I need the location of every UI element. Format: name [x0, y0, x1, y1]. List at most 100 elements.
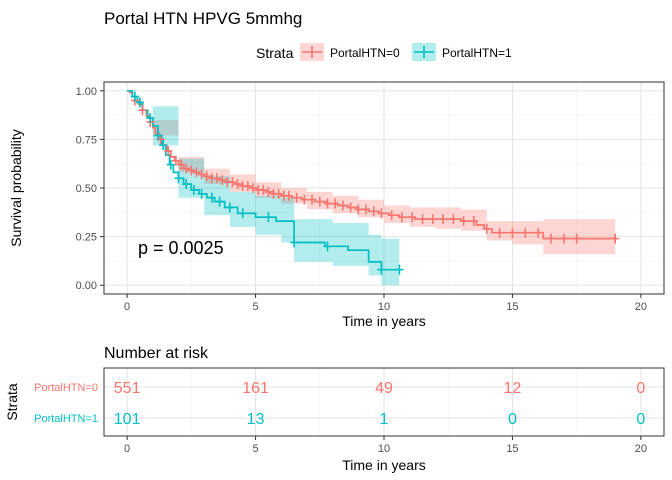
legend-item-label: PortalHTN=1: [442, 46, 512, 60]
censor-mark: [369, 206, 378, 217]
risk-count-cell: 0: [636, 380, 645, 397]
censor-mark: [439, 214, 448, 225]
censor-mark: [243, 181, 252, 192]
censor-mark: [177, 159, 186, 170]
x-tick-label: 15: [506, 301, 518, 313]
censor-mark: [469, 216, 478, 227]
censor-mark: [259, 184, 268, 195]
censor-mark: [387, 210, 396, 221]
censor-mark: [323, 241, 332, 252]
p-value-annotation: p = 0.0025: [138, 238, 224, 258]
censor-mark: [611, 233, 620, 244]
x-tick-label: 10: [378, 301, 390, 313]
risk-count-cell: 12: [504, 380, 522, 397]
censor-mark: [138, 105, 147, 116]
censor-mark: [248, 183, 257, 193]
censor-mark: [166, 159, 175, 170]
censor-mark: [449, 214, 458, 225]
censor-mark: [377, 208, 386, 219]
censor-mark: [284, 190, 293, 201]
censor-mark: [197, 169, 206, 180]
risk-count-cell: 551: [114, 380, 141, 397]
censor-mark: [408, 212, 417, 223]
censor-mark: [482, 223, 491, 234]
censor-mark: [159, 140, 168, 151]
risk-x-tick-label: 5: [252, 443, 258, 455]
x-tick-label: 0: [124, 301, 130, 313]
censor-mark: [308, 194, 317, 205]
censor-mark: [362, 204, 371, 215]
censor-mark: [459, 216, 468, 227]
x-axis-label: Time in years: [342, 313, 426, 329]
censor-mark: [428, 214, 437, 225]
confidence-band-PortalHTN=1: [127, 90, 400, 286]
censor-mark: [346, 202, 355, 213]
risk-x-tick-label: 10: [378, 443, 390, 455]
legend-title: Strata: [256, 45, 294, 61]
censor-mark: [187, 165, 196, 176]
censor-mark: [189, 184, 198, 195]
censor-mark: [225, 202, 234, 213]
survival-plot-panel: 0.00 0.25 0.50 0.75 1.00 0 5 10 15 20 Time in year…: [8, 81, 665, 329]
y-tick-label: 0.25: [76, 232, 97, 244]
x-tick-label: 5: [252, 301, 258, 313]
censor-mark: [338, 200, 347, 211]
censor-mark: [264, 186, 273, 197]
censor-mark: [292, 192, 301, 203]
chart-title: Portal HTN HPVG 5mmhg: [104, 9, 302, 28]
risk-count-cell: 0: [508, 411, 517, 428]
legend-item-label: PortalHTN=0: [330, 46, 400, 60]
censor-mark: [546, 233, 555, 244]
censor-mark: [534, 227, 543, 238]
censor-mark: [174, 173, 183, 184]
censor-mark: [395, 264, 404, 275]
risk-count-cell: 161: [242, 380, 269, 397]
censor-mark: [202, 171, 211, 182]
censor-mark: [130, 91, 139, 102]
censor-mark: [164, 146, 173, 157]
censor-mark: [300, 194, 309, 205]
y-axis-label: Survival probability: [8, 129, 24, 247]
risk-y-axis-label: Strata: [4, 383, 20, 421]
censor-mark: [354, 204, 363, 215]
censor-mark: [182, 163, 191, 174]
risk-row-label: PortalHTN=0: [34, 382, 98, 394]
censor-mark: [323, 198, 332, 209]
risk-table-title: Number at risk: [104, 345, 209, 362]
censor-mark: [171, 155, 180, 166]
censor-mark: [508, 227, 517, 238]
risk-row-label: PortalHTN=1: [34, 413, 98, 425]
legend: Strata PortalHTN=0 PortalHTN=1: [256, 43, 512, 61]
censor-mark: [228, 177, 237, 188]
censor-mark: [197, 188, 206, 199]
censor-mark: [377, 264, 386, 275]
risk-x-tick-label: 0: [124, 443, 130, 455]
risk-count-cell: 49: [375, 380, 393, 397]
y-tick-label: 1.00: [76, 86, 97, 98]
censor-mark: [192, 167, 201, 178]
risk-count-cell: 1: [380, 411, 389, 428]
censor-mark: [274, 188, 283, 199]
censor-mark: [572, 233, 581, 244]
censor-mark: [207, 192, 216, 203]
y-tick-label: 0.75: [76, 134, 97, 146]
risk-count-cell: 0: [636, 411, 645, 428]
censor-mark: [215, 196, 224, 207]
censor-mark: [213, 173, 222, 184]
risk-x-axis-label: Time in years: [342, 457, 426, 473]
censor-mark: [418, 214, 427, 225]
risk-x-tick-label: 15: [506, 443, 518, 455]
risk-x-tick-label: 20: [635, 443, 647, 455]
censor-mark: [153, 130, 162, 141]
censor-mark: [146, 112, 155, 123]
censor-mark: [331, 198, 340, 209]
censor-mark: [495, 227, 504, 238]
risk-count-cell: 13: [247, 411, 265, 428]
censor-mark: [264, 212, 273, 223]
censor-mark: [315, 196, 324, 207]
y-tick-label: 0.00: [76, 280, 97, 292]
y-tick-label: 0.50: [76, 183, 97, 195]
censor-mark: [238, 208, 247, 219]
censor-mark: [233, 179, 242, 190]
